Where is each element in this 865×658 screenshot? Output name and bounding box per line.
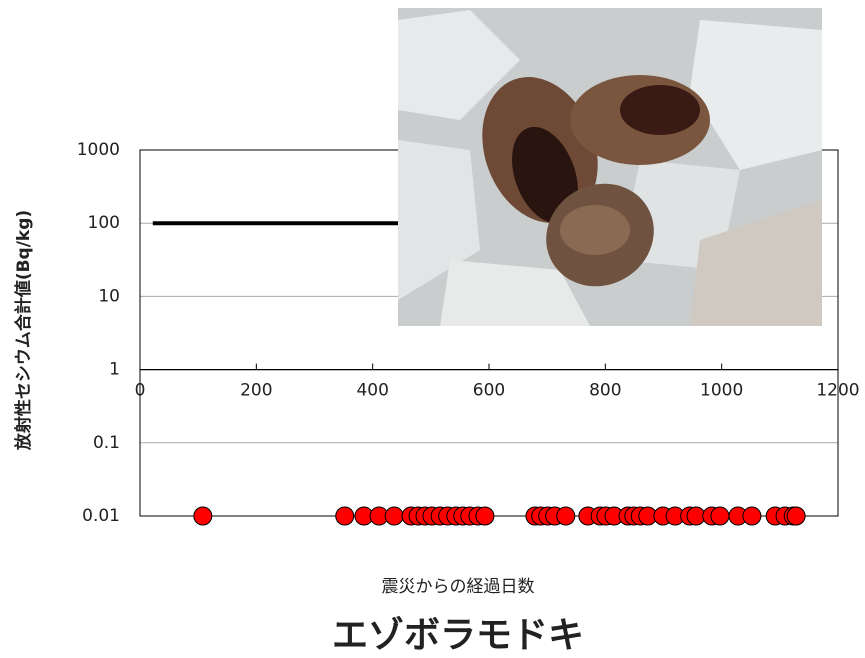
y-tick-label: 1: [109, 360, 120, 380]
data-point: [710, 506, 730, 526]
y-tick-label: 0.1: [93, 433, 120, 453]
data-point: [193, 506, 213, 526]
photo: [398, 8, 822, 326]
x-tick-label: 1000: [700, 381, 743, 401]
data-point: [335, 506, 355, 526]
y-tick-label: 10: [98, 286, 120, 306]
y-axis-label: 放射性セシウム合計値(Bq/kg): [13, 210, 34, 451]
x-tick-label: 800: [589, 381, 621, 401]
data-point: [786, 506, 806, 526]
x-axis-label: 震災からの経過日数: [382, 577, 535, 597]
y-tick-label: 100: [88, 213, 120, 233]
data-point: [556, 506, 576, 526]
y-tick-label: 0.01: [82, 506, 120, 526]
x-tick-label: 200: [240, 381, 272, 401]
x-tick-label: 600: [473, 381, 505, 401]
y-tick-label: 1000: [77, 140, 120, 160]
data-point: [384, 506, 404, 526]
chart-title: エゾボラモドキ: [332, 615, 584, 656]
data-point: [742, 506, 762, 526]
data-point: [475, 506, 495, 526]
x-tick-label: 400: [356, 381, 388, 401]
